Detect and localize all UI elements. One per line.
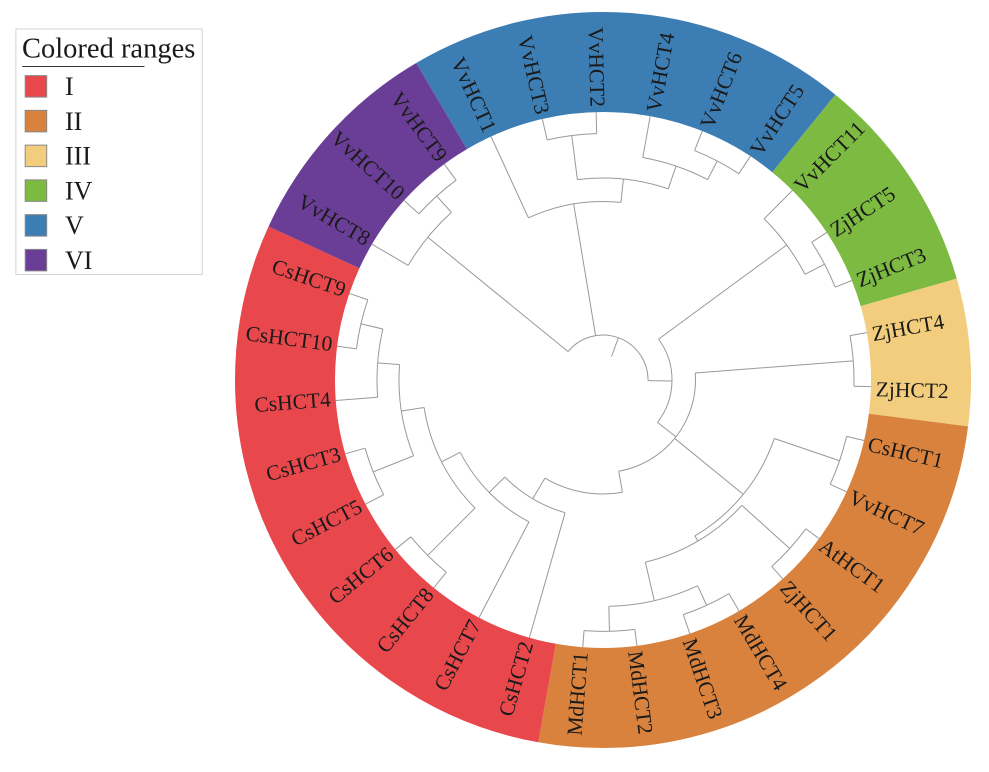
svg-text:ZjHCT2: ZjHCT2 (876, 377, 949, 403)
svg-text:II: II (65, 107, 82, 136)
svg-text:VI: VI (65, 246, 92, 275)
svg-text:VvHCT2: VvHCT2 (583, 27, 609, 108)
svg-text:V: V (65, 211, 84, 240)
svg-text:I: I (65, 72, 74, 101)
svg-text:IV: IV (65, 176, 93, 205)
svg-text:CsHCT4: CsHCT4 (254, 387, 332, 417)
svg-text:Colored ranges: Colored ranges (22, 34, 195, 65)
svg-text:III: III (65, 142, 91, 171)
